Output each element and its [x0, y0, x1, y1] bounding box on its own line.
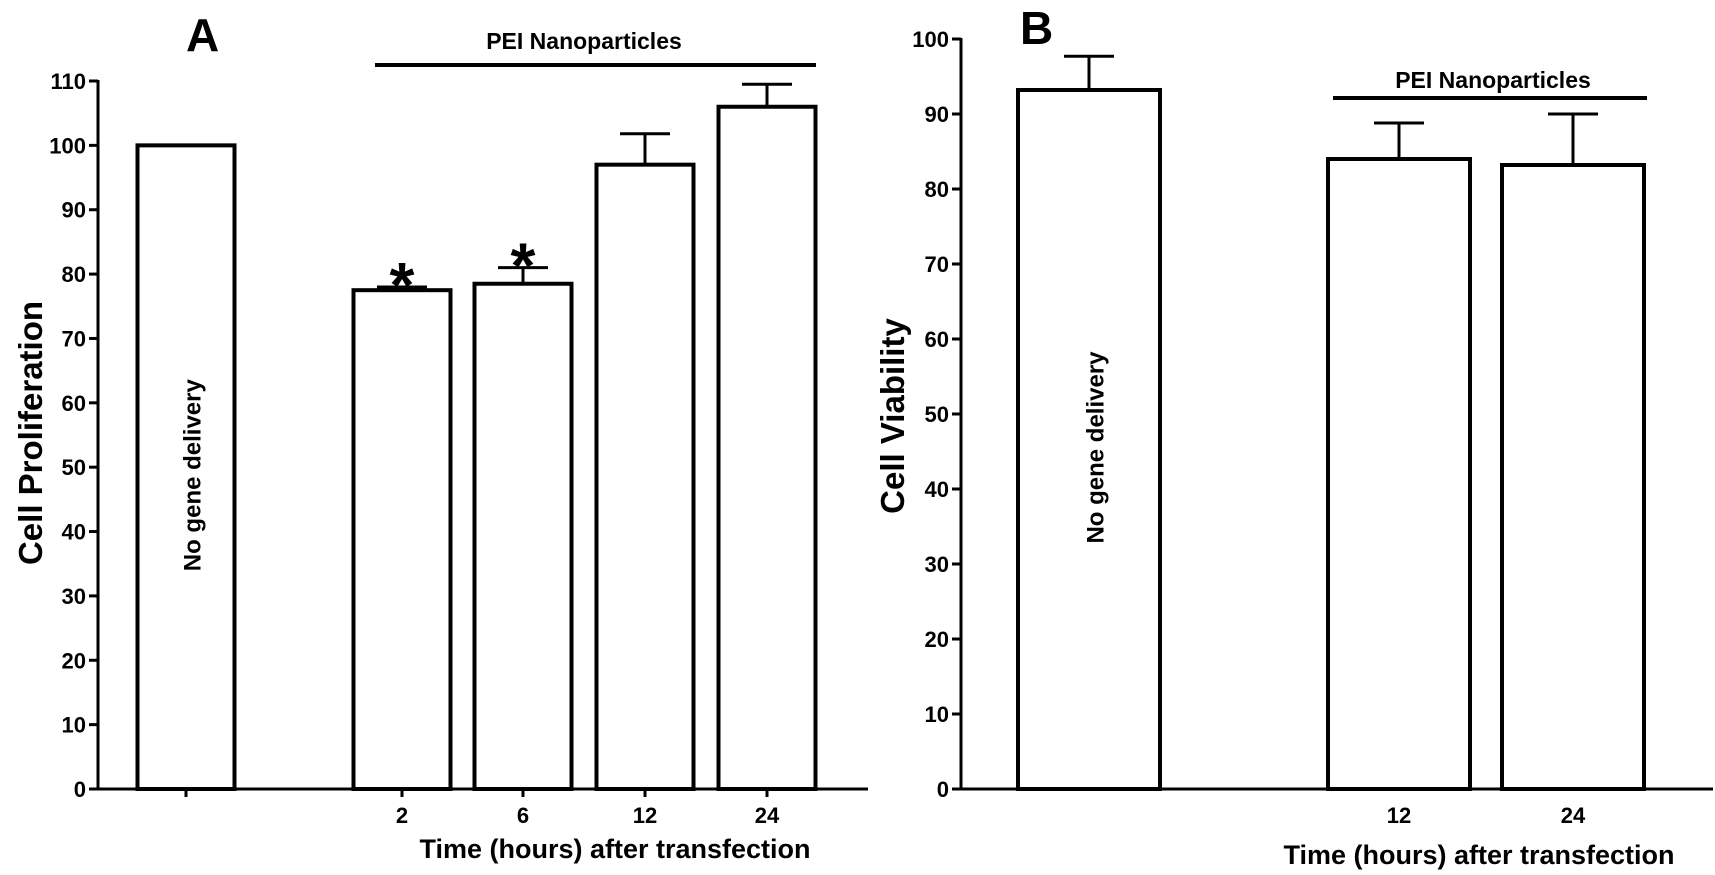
panel-a-y-tick-label: 100 [49, 133, 86, 158]
panel-a-x-tick-label: 6 [517, 803, 529, 828]
panel-a-y-tick-label: 20 [62, 648, 86, 673]
panel-a-y-axis-title: Cell Proliferation [12, 301, 49, 565]
panel-b-bar [1500, 163, 1646, 791]
panel-a-x-ticks: 2 6 12 24 [184, 789, 780, 828]
panel-a-y-tick-label: 90 [62, 198, 86, 223]
panel-a-y-tick-label: 60 [62, 391, 86, 416]
panel-b-y-tick-label: 60 [925, 327, 949, 352]
panel-a-y-tick-label: 30 [62, 584, 86, 609]
panel-b-x-axis-title: Time (hours) after transfection [1283, 840, 1674, 870]
panel-b-y-tick-label: 40 [925, 477, 949, 502]
panel-a-y-tick-label: 70 [62, 326, 86, 351]
panel-a-bracket: PEI Nanoparticles [375, 28, 816, 67]
panel-b-y-tick-label: 20 [925, 627, 949, 652]
panel-a-x-tick-label: 24 [755, 803, 780, 828]
panel-b-y-tick-label: 100 [912, 27, 949, 52]
panel-a-significance-mark: * [390, 249, 415, 321]
panel-b-x-tick-label: 24 [1561, 803, 1586, 828]
panel-a-bracket-label: PEI Nanoparticles [486, 28, 682, 54]
panel-a-y-tick-label: 10 [62, 713, 86, 738]
panel-b-y-tick-label: 70 [925, 252, 949, 277]
panel-b-y-tick-label: 90 [925, 102, 949, 127]
panel-b-bracket-label: PEI Nanoparticles [1395, 67, 1591, 93]
panel-b-bracket: PEI Nanoparticles [1333, 67, 1647, 100]
panel-b-y-tick-label: 50 [925, 402, 949, 427]
panel-a-y-tick-label: 110 [51, 69, 87, 94]
panel-a-letter: A [186, 9, 219, 61]
panel-b-y-ticks: 0 10 20 30 40 50 60 70 80 90 100 [912, 27, 961, 802]
panel-a-x-tick-label: 2 [396, 803, 408, 828]
panel-a-bar [716, 104, 818, 791]
panel-a-y-tick-label: 50 [62, 455, 86, 480]
panel-a-y-tick-label: 0 [74, 777, 86, 802]
panel-b-x-ticks: 12 24 [1387, 803, 1586, 828]
panel-b-y-tick-label: 10 [925, 702, 949, 727]
panel-b-bar [1016, 88, 1162, 791]
panel-a-significance-mark: * [511, 230, 536, 302]
panel-b: B Cell Viability Time (hours) after tran… [874, 2, 1713, 870]
panel-a-bar [472, 281, 574, 791]
panel-b-y-tick-label: 30 [925, 552, 949, 577]
panel-a-bars: No gene delivery * * [135, 82, 818, 791]
panel-a-y-ticks: 0 10 20 30 40 50 60 70 80 90 100 110 [49, 69, 98, 802]
panel-b-y-tick-label: 0 [937, 777, 949, 802]
panel-a: A Cell Proliferation Time (hours) after … [12, 9, 868, 864]
panel-b-bar-label: No gene delivery [1082, 351, 1109, 544]
panel-a-bar-label: No gene delivery [179, 378, 206, 571]
panel-a-x-tick-label: 12 [633, 803, 657, 828]
panel-b-bars: No gene delivery [1016, 54, 1646, 791]
panel-a-y-tick-label: 40 [62, 520, 86, 545]
panel-a-y-tick-label: 80 [62, 262, 86, 287]
panel-a-x-axis-title: Time (hours) after transfection [419, 834, 810, 864]
panel-b-x-tick-label: 12 [1387, 803, 1411, 828]
panel-a-bar [351, 288, 453, 791]
panel-b-y-tick-label: 80 [925, 177, 949, 202]
panel-a-bar [135, 143, 237, 791]
panel-a-bar [594, 162, 696, 791]
panel-b-letter: B [1020, 2, 1053, 54]
panel-b-bar [1326, 157, 1472, 791]
panel-b-y-axis-title: Cell Viability [874, 318, 911, 514]
